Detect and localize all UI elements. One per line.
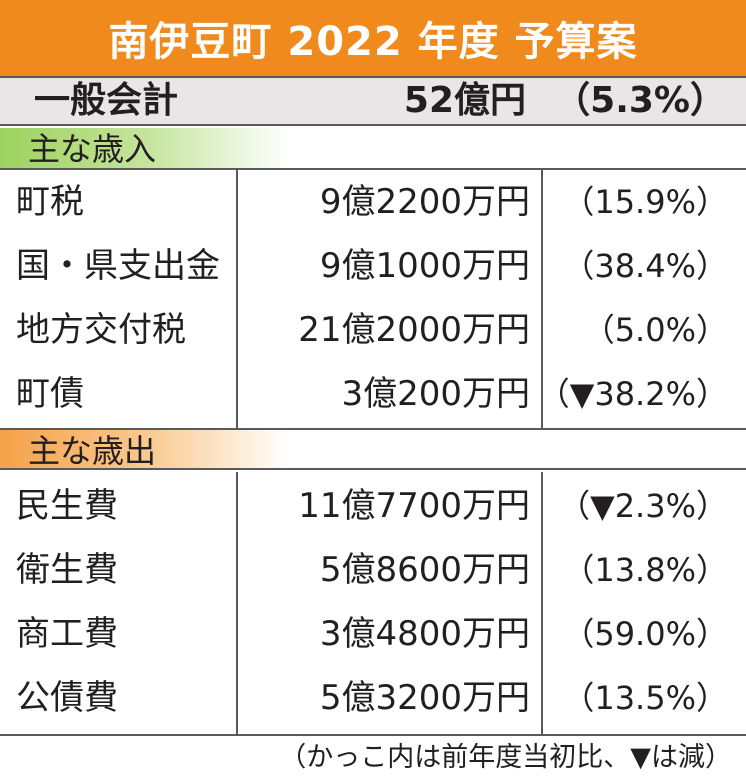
revenue-table: 町税 9億2200万円 （15.9%） 国・県支出金 9億1000万円 （38.… — [0, 170, 746, 428]
summary-amount: 52億円 — [403, 80, 526, 121]
item-change: （▼38.2%） — [537, 375, 728, 413]
item-name: 公債費 — [16, 678, 118, 718]
general-account-summary: 一般会計 52億円 （5.3%） — [0, 76, 746, 126]
item-amount: 5億8600万円 — [319, 550, 530, 590]
table-row: 地方交付税 21億2000万円 （5.0%） — [0, 298, 746, 362]
expenditure-header-label: 主な歳出 — [28, 432, 157, 470]
summary-change: （5.3%） — [554, 80, 726, 121]
expenditure-section-header: 主な歳出 — [0, 428, 746, 470]
table-row: 民生費 11億7700万円 （▼2.3%） — [0, 474, 746, 538]
item-amount: 9億2200万円 — [319, 182, 530, 222]
item-name: 衛生費 — [16, 550, 118, 590]
item-change: （5.0%） — [582, 311, 728, 349]
table-row: 町債 3億200万円 （▼38.2%） — [0, 362, 746, 426]
footnote: （かっこ内は前年度当初比、▼は減） — [279, 742, 732, 773]
item-change: （13.8%） — [562, 551, 728, 589]
item-amount: 3億4800万円 — [319, 614, 530, 654]
revenue-section-header: 主な歳入 — [0, 128, 746, 170]
table-row: 公債費 5億3200万円 （13.5%） — [0, 666, 746, 730]
revenue-header-label: 主な歳入 — [28, 130, 157, 168]
item-amount: 3億200万円 — [341, 374, 530, 414]
item-name: 地方交付税 — [16, 310, 186, 350]
item-change: （59.0%） — [562, 615, 728, 653]
item-amount: 11億7700万円 — [298, 486, 530, 526]
table-row: 商工費 3億4800万円 （59.0%） — [0, 602, 746, 666]
column-divider — [541, 472, 543, 734]
column-divider — [236, 170, 238, 428]
item-change: （15.9%） — [562, 183, 728, 221]
expenditure-header-highlight — [0, 430, 290, 468]
table-row: 国・県支出金 9億1000万円 （38.4%） — [0, 234, 746, 298]
expenditure-table: 民生費 11億7700万円 （▼2.3%） 衛生費 5億8600万円 （13.8… — [0, 472, 746, 736]
item-amount: 21億2000万円 — [298, 310, 530, 350]
revenue-header-highlight — [0, 128, 290, 168]
item-name: 国・県支出金 — [16, 246, 220, 286]
item-change: （38.4%） — [562, 247, 728, 285]
item-name: 町税 — [16, 182, 84, 222]
item-amount: 5億3200万円 — [319, 678, 530, 718]
item-name: 町債 — [16, 374, 84, 414]
table-row: 衛生費 5億8600万円 （13.8%） — [0, 538, 746, 602]
column-divider — [236, 472, 238, 734]
item-change: （13.5%） — [562, 679, 728, 717]
item-amount: 9億1000万円 — [319, 246, 530, 286]
column-divider — [541, 170, 543, 428]
page-title: 南伊豆町 2022 年度 予算案 — [0, 0, 746, 76]
summary-label: 一般会計 — [34, 80, 179, 121]
table-row: 町税 9億2200万円 （15.9%） — [0, 170, 746, 234]
item-change: （▼2.3%） — [558, 487, 728, 525]
item-name: 商工費 — [16, 614, 118, 654]
item-name: 民生費 — [16, 486, 118, 526]
